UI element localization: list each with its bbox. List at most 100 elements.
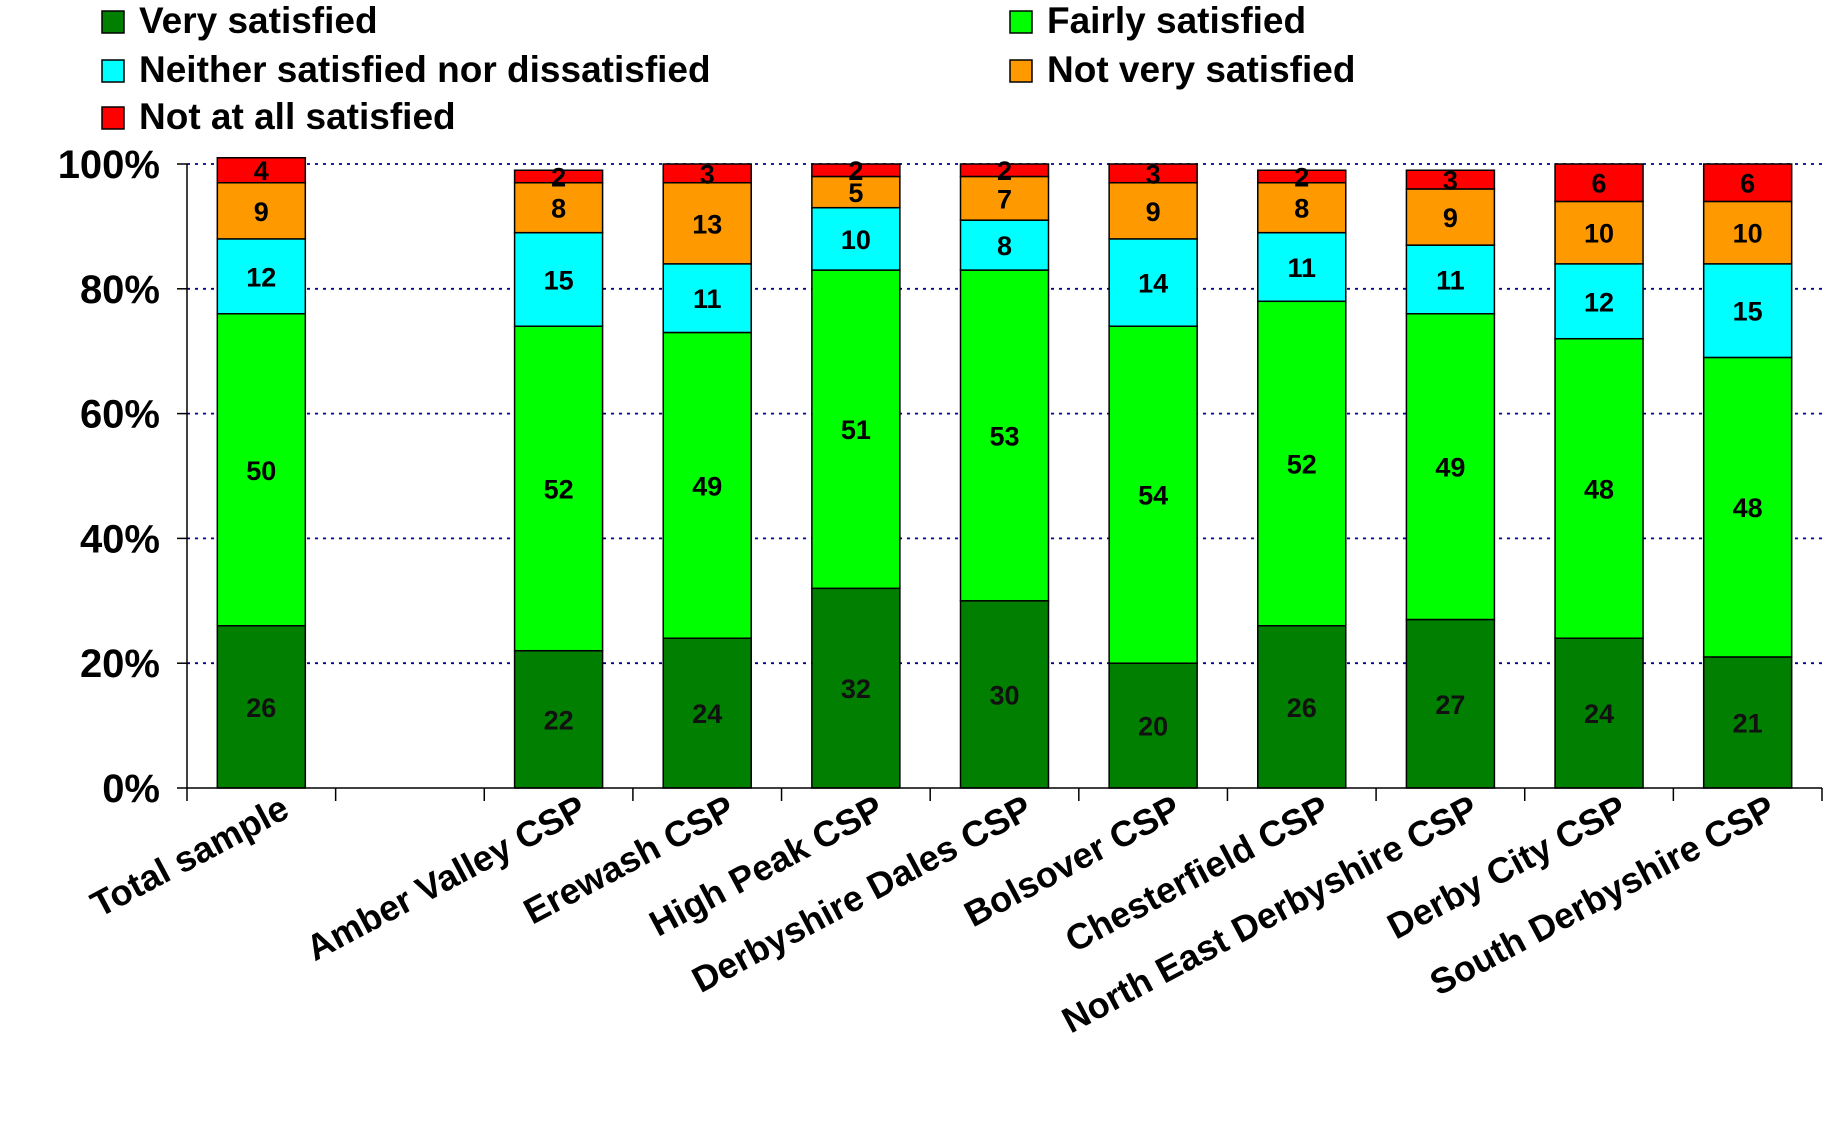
data-label: 12 — [246, 262, 276, 292]
x-tick-label: Amber Valley CSP — [299, 787, 592, 969]
data-label: 7 — [997, 184, 1012, 214]
bars: 2650129422521582244911133325110523053872… — [216, 156, 1793, 789]
bar-segment-fairly-satisfied — [513, 325, 604, 652]
data-label: 26 — [246, 693, 276, 723]
legend-swatch-very-satisfied — [101, 10, 125, 34]
data-label: 52 — [1287, 450, 1317, 480]
bar-segment-fairly-satisfied — [1257, 300, 1347, 627]
data-label: 9 — [1443, 203, 1458, 233]
data-label: 15 — [544, 265, 574, 295]
legend-swatch-fairly-satisfied — [1009, 10, 1033, 34]
data-label: 9 — [254, 197, 269, 227]
bar-segment-fairly-satisfied — [959, 269, 1050, 602]
bar-segment-neither-satisfied-nor-dissatisfied — [959, 219, 1050, 271]
bar-segment-fairly-satisfied — [1702, 356, 1793, 658]
bar-segment-fairly-satisfied — [662, 331, 752, 639]
data-label: 21 — [1733, 708, 1763, 738]
data-label: 52 — [544, 474, 574, 504]
bar-segment-not-very-satisfied — [1405, 188, 1496, 246]
bar-segment-neither-satisfied-nor-dissatisfied — [1108, 238, 1198, 327]
bar-segment-neither-satisfied-nor-dissatisfied — [513, 231, 604, 327]
data-label: 48 — [1584, 474, 1614, 504]
data-label: 26 — [1287, 693, 1317, 723]
bar-segment-very-satisfied — [959, 600, 1050, 789]
data-label: 3 — [700, 159, 715, 189]
data-label: 9 — [1146, 197, 1161, 227]
bar-segment-neither-satisfied-nor-dissatisfied — [1554, 263, 1644, 340]
data-label: 54 — [1138, 481, 1168, 511]
bar-segment-not-at-all-satisfied — [959, 163, 1050, 178]
data-label: 14 — [1138, 269, 1168, 299]
bar-segment-not-at-all-satisfied — [811, 163, 901, 178]
data-label: 50 — [246, 456, 276, 486]
bar-segment-neither-satisfied-nor-dissatisfied — [662, 263, 752, 334]
data-label: 2 — [848, 156, 863, 186]
data-label: 6 — [1740, 169, 1755, 199]
bar-segment-not-at-all-satisfied — [513, 169, 604, 184]
bar-segment-not-very-satisfied — [662, 181, 752, 265]
bar-segment-very-satisfied — [1702, 656, 1793, 789]
data-label: 4 — [254, 156, 269, 186]
data-label: 11 — [1287, 253, 1316, 283]
bar-segment-not-very-satisfied — [959, 175, 1050, 221]
y-tick-label: 60% — [80, 393, 160, 437]
legend-swatch-not-very-satisfied — [1009, 59, 1033, 83]
data-label: 6 — [1592, 169, 1607, 199]
data-label: 53 — [989, 421, 1019, 451]
bar-segment-not-at-all-satisfied — [662, 163, 752, 184]
y-tick-label: 0% — [102, 767, 160, 811]
data-label: 3 — [1146, 159, 1161, 189]
legend-swatch-not-at-all-satisfied — [101, 106, 125, 130]
bar-segment-not-very-satisfied — [1702, 200, 1793, 265]
data-label: 2 — [551, 162, 566, 192]
legend-label-very-satisfied: Very satisfied — [139, 0, 378, 41]
data-label: 51 — [841, 415, 871, 445]
data-label: 32 — [841, 674, 871, 704]
bar-segment-very-satisfied — [1405, 618, 1496, 789]
legend: Very satisfied Fairly satisfied Neither sa… — [101, 0, 1355, 137]
legend-label-not-very-satisfied: Not very satisfied — [1047, 49, 1355, 90]
y-tick-label: 40% — [80, 517, 160, 561]
bar-segment-fairly-satisfied — [1554, 337, 1644, 639]
data-label: 10 — [1733, 219, 1763, 249]
bar-segment-not-very-satisfied — [1257, 181, 1347, 234]
bar-segment-not-very-satisfied — [1108, 181, 1198, 240]
data-label: 10 — [841, 225, 871, 255]
bar-segment-very-satisfied — [216, 625, 307, 789]
data-label: 8 — [551, 194, 566, 224]
data-label: 11 — [1436, 265, 1465, 295]
data-label: 24 — [1584, 699, 1614, 729]
data-label: 30 — [989, 680, 1019, 710]
data-label: 8 — [1294, 194, 1309, 224]
legend-label-fairly-satisfied: Fairly satisfied — [1047, 0, 1306, 41]
y-tick-label: 100% — [58, 143, 160, 187]
data-label: 27 — [1435, 690, 1465, 720]
data-label: 13 — [692, 209, 722, 239]
data-label: 10 — [1584, 219, 1614, 249]
data-label: 2 — [997, 156, 1012, 186]
bar-segment-not-at-all-satisfied — [216, 157, 307, 184]
bar-segment-not-at-all-satisfied — [1108, 163, 1198, 184]
bar-segment-not-at-all-satisfied — [1702, 163, 1793, 203]
bar-segment-fairly-satisfied — [216, 313, 307, 627]
y-tick-label: 20% — [80, 642, 160, 686]
data-label: 3 — [1443, 166, 1458, 196]
bar-segment-not-at-all-satisfied — [1257, 169, 1347, 184]
data-label: 5 — [848, 178, 863, 208]
data-label: 11 — [693, 284, 722, 314]
bar-segment-very-satisfied — [1554, 637, 1644, 789]
legend-swatch-neither-satisfied-nor-dissatisfied — [101, 59, 125, 83]
bar-segment-fairly-satisfied — [1108, 325, 1198, 664]
data-label: 22 — [544, 705, 574, 735]
data-label: 8 — [997, 231, 1012, 261]
data-label: 12 — [1584, 287, 1614, 317]
legend-label-neither-satisfied-nor-dissatisfied: Neither satisfied nor dissatisfied — [139, 49, 711, 90]
data-label: 49 — [1435, 453, 1465, 483]
data-label: 20 — [1138, 712, 1168, 742]
bar-segment-neither-satisfied-nor-dissatisfied — [811, 206, 901, 271]
bar-segment-not-at-all-satisfied — [1405, 169, 1496, 190]
data-label: 15 — [1733, 297, 1763, 327]
bar-segment-fairly-satisfied — [811, 269, 901, 590]
bar-segment-not-very-satisfied — [513, 181, 604, 234]
